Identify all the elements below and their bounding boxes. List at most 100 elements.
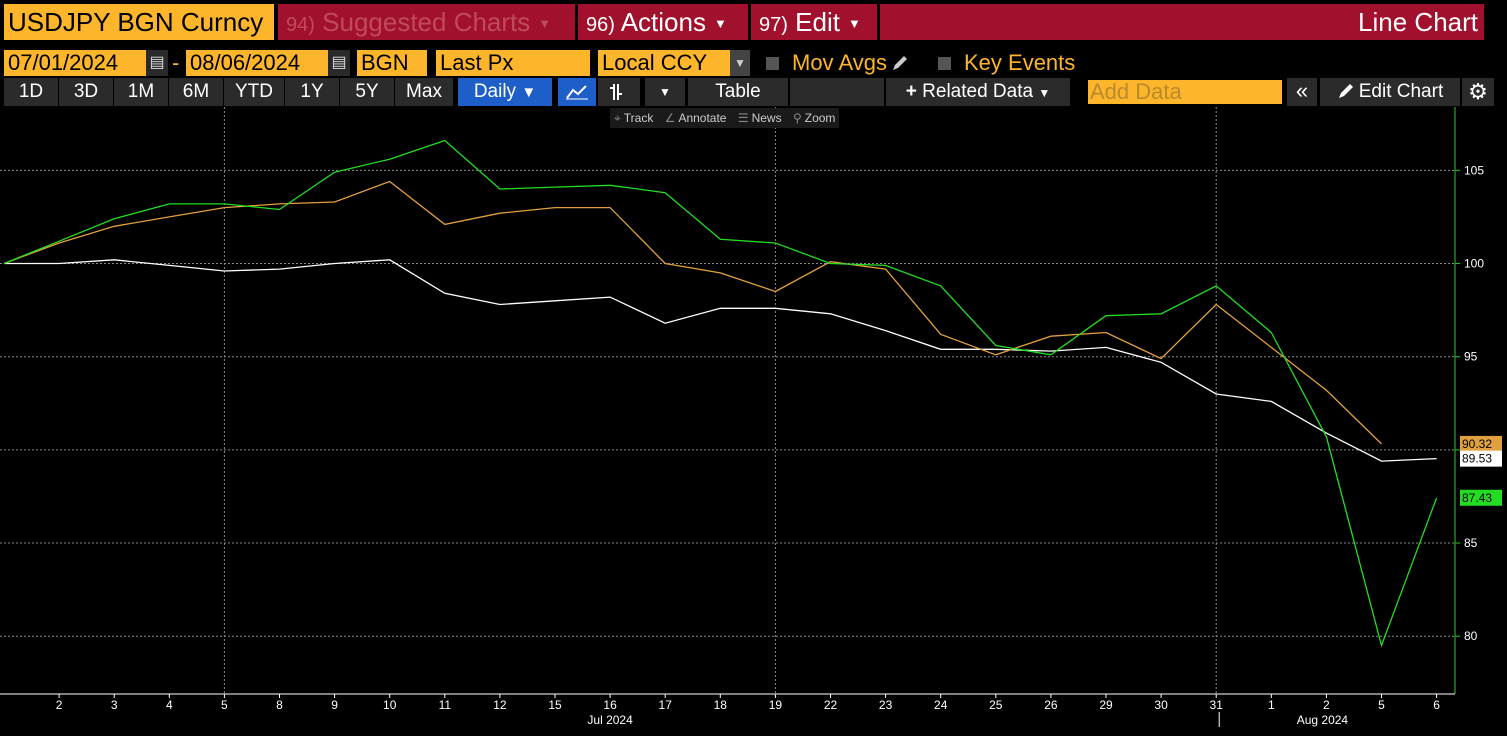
chart-type-title: Line Chart xyxy=(880,4,1484,40)
x-tick-label: 25 xyxy=(989,698,1003,712)
crosshair-icon: ⌖ xyxy=(614,111,621,125)
chevron-down-icon[interactable]: ▼ xyxy=(645,78,685,106)
y-tick-label: 105 xyxy=(1464,163,1484,177)
edit-label: Edit xyxy=(795,7,840,37)
double-chevron-left-icon[interactable]: « xyxy=(1287,78,1317,106)
frequency-dropdown[interactable]: Daily ▼ xyxy=(458,78,552,106)
x-tick-label: 16 xyxy=(603,698,617,712)
series-line-0 xyxy=(4,259,1437,462)
mov-avgs-label[interactable]: Mov Avgs xyxy=(792,50,909,76)
title-bar: USDJPY BGN Curncy 94) Suggested Charts ▼ … xyxy=(0,0,1507,43)
suggested-charts-menu[interactable]: 94) Suggested Charts ▼ xyxy=(278,4,575,40)
pencil-icon xyxy=(892,56,907,70)
range-max[interactable]: Max xyxy=(395,78,453,106)
end-date-field[interactable]: 08/06/2024 xyxy=(186,50,328,76)
mov-avgs-text: Mov Avgs xyxy=(792,50,887,75)
last-value-tag-bg xyxy=(1460,450,1502,467)
line-chart[interactable]: 8085909510010523458910111215161718192223… xyxy=(0,107,1507,736)
annotate-icon: ∠ xyxy=(664,111,676,125)
key-events-checkbox[interactable] xyxy=(938,57,951,70)
x-tick-label: 23 xyxy=(879,698,893,712)
spacer-button xyxy=(790,78,884,106)
x-tick-label: 31 xyxy=(1210,698,1224,712)
range-3d[interactable]: 3D xyxy=(59,78,113,106)
start-date-field[interactable]: 07/01/2024 xyxy=(4,50,146,76)
last-value-tag-label: 90.32 xyxy=(1462,437,1492,451)
currency-selector[interactable]: Local CCY xyxy=(598,50,730,76)
annotate-tool[interactable]: ∠ Annotate xyxy=(661,108,731,128)
x-tick-label: 1 xyxy=(1268,698,1275,712)
x-tick-label: 8 xyxy=(276,698,283,712)
x-tick-label: 9 xyxy=(331,698,338,712)
x-tick-label: 3 xyxy=(111,698,118,712)
range-1m[interactable]: 1M xyxy=(114,78,168,106)
track-tool[interactable]: ⌖ Track xyxy=(610,108,657,128)
field-selector[interactable]: Last Px xyxy=(436,50,590,76)
x-tick-label: 18 xyxy=(714,698,728,712)
series-line-2 xyxy=(3,139,1438,648)
actions-menu[interactable]: 96) Actions ▼ xyxy=(578,4,748,40)
x-tick-label: 2 xyxy=(56,698,63,712)
range-1d[interactable]: 1D xyxy=(4,78,58,106)
range-5y[interactable]: 5Y xyxy=(340,78,394,106)
ohlc-bars-icon[interactable] xyxy=(598,78,640,106)
y-tick-label: 95 xyxy=(1464,350,1478,364)
range-6m[interactable]: 6M xyxy=(169,78,223,106)
chevron-down-icon: ▼ xyxy=(538,16,552,32)
y-tick-label: 85 xyxy=(1464,536,1478,550)
chart-grid xyxy=(0,107,1455,694)
last-value-tag-bg xyxy=(1460,435,1502,452)
x-tick-label: 19 xyxy=(769,698,783,712)
calendar-icon[interactable]: ▤ xyxy=(146,50,168,76)
range-1y[interactable]: 1Y xyxy=(285,78,339,106)
edit-chart-button[interactable]: Edit Chart xyxy=(1320,78,1460,106)
chevron-down-icon[interactable]: ▼ xyxy=(730,50,750,76)
last-value-tag-bg xyxy=(1460,489,1502,506)
x-tick-label: 26 xyxy=(1044,698,1058,712)
chevron-down-icon: ▼ xyxy=(713,16,727,32)
range-ytd[interactable]: YTD xyxy=(224,78,284,106)
gear-icon[interactable]: ⚙ xyxy=(1462,78,1494,106)
month-label-jul: Jul 2024 xyxy=(587,713,633,727)
track-label: Track xyxy=(623,111,654,125)
triangle-down-icon: ▼ xyxy=(521,84,537,101)
ticker-field[interactable]: USDJPY BGN Curncy xyxy=(4,4,274,40)
zoom-tool[interactable]: ⚲ Zoom xyxy=(789,108,839,128)
news-icon: ☰ xyxy=(737,111,749,125)
related-data-button[interactable]: + Related Data ▼ xyxy=(886,78,1070,106)
month-label-aug: Aug 2024 xyxy=(1297,713,1349,727)
x-tick-label: 2 xyxy=(1323,698,1330,712)
frequency-label: Daily xyxy=(473,81,517,102)
suggested-charts-number: 94) xyxy=(286,14,315,36)
magnifier-icon: ⚲ xyxy=(792,111,802,125)
table-button[interactable]: Table xyxy=(688,78,788,106)
add-data-input[interactable] xyxy=(1088,80,1282,104)
y-tick-label: 100 xyxy=(1464,257,1484,271)
edit-number: 97) xyxy=(759,14,788,36)
related-data-label: Related Data xyxy=(922,81,1034,102)
calendar-icon[interactable]: ▤ xyxy=(328,50,350,76)
x-tick-label: 24 xyxy=(934,698,948,712)
news-tool[interactable]: ☰ News xyxy=(734,108,786,128)
x-tick-label: 12 xyxy=(493,698,507,712)
plus-icon: + xyxy=(905,81,917,102)
chevron-down-icon: ▼ xyxy=(847,16,861,32)
source-field[interactable]: BGN xyxy=(357,50,427,76)
range-toolbar: 1D 3D 1M 6M YTD 1Y 5Y Max Daily ▼ ▼ Tabl… xyxy=(0,78,1507,107)
chart-axes: 8085909510010523458910111215161718192223… xyxy=(0,107,1484,727)
x-tick-label: 29 xyxy=(1099,698,1113,712)
x-tick-label: 30 xyxy=(1154,698,1168,712)
x-tick-label: 11 xyxy=(439,698,452,712)
x-tick-label: 15 xyxy=(548,698,562,712)
x-tick-label: 10 xyxy=(383,698,397,712)
x-tick-label: 22 xyxy=(824,698,838,712)
chart-tools-bar: ⌖ Track ∠ Annotate ☰ News ⚲ Zoom xyxy=(610,108,840,128)
zoom-label: Zoom xyxy=(804,111,836,125)
last-value-tag-label: 89.53 xyxy=(1462,452,1492,466)
line-chart-icon[interactable] xyxy=(558,78,596,106)
mov-avgs-checkbox[interactable] xyxy=(766,57,779,70)
series-line-1 xyxy=(3,180,1382,445)
key-events-label[interactable]: Key Events xyxy=(964,50,1076,75)
edit-menu[interactable]: 97) Edit ▼ xyxy=(751,4,877,40)
date-separator: - xyxy=(172,50,180,75)
